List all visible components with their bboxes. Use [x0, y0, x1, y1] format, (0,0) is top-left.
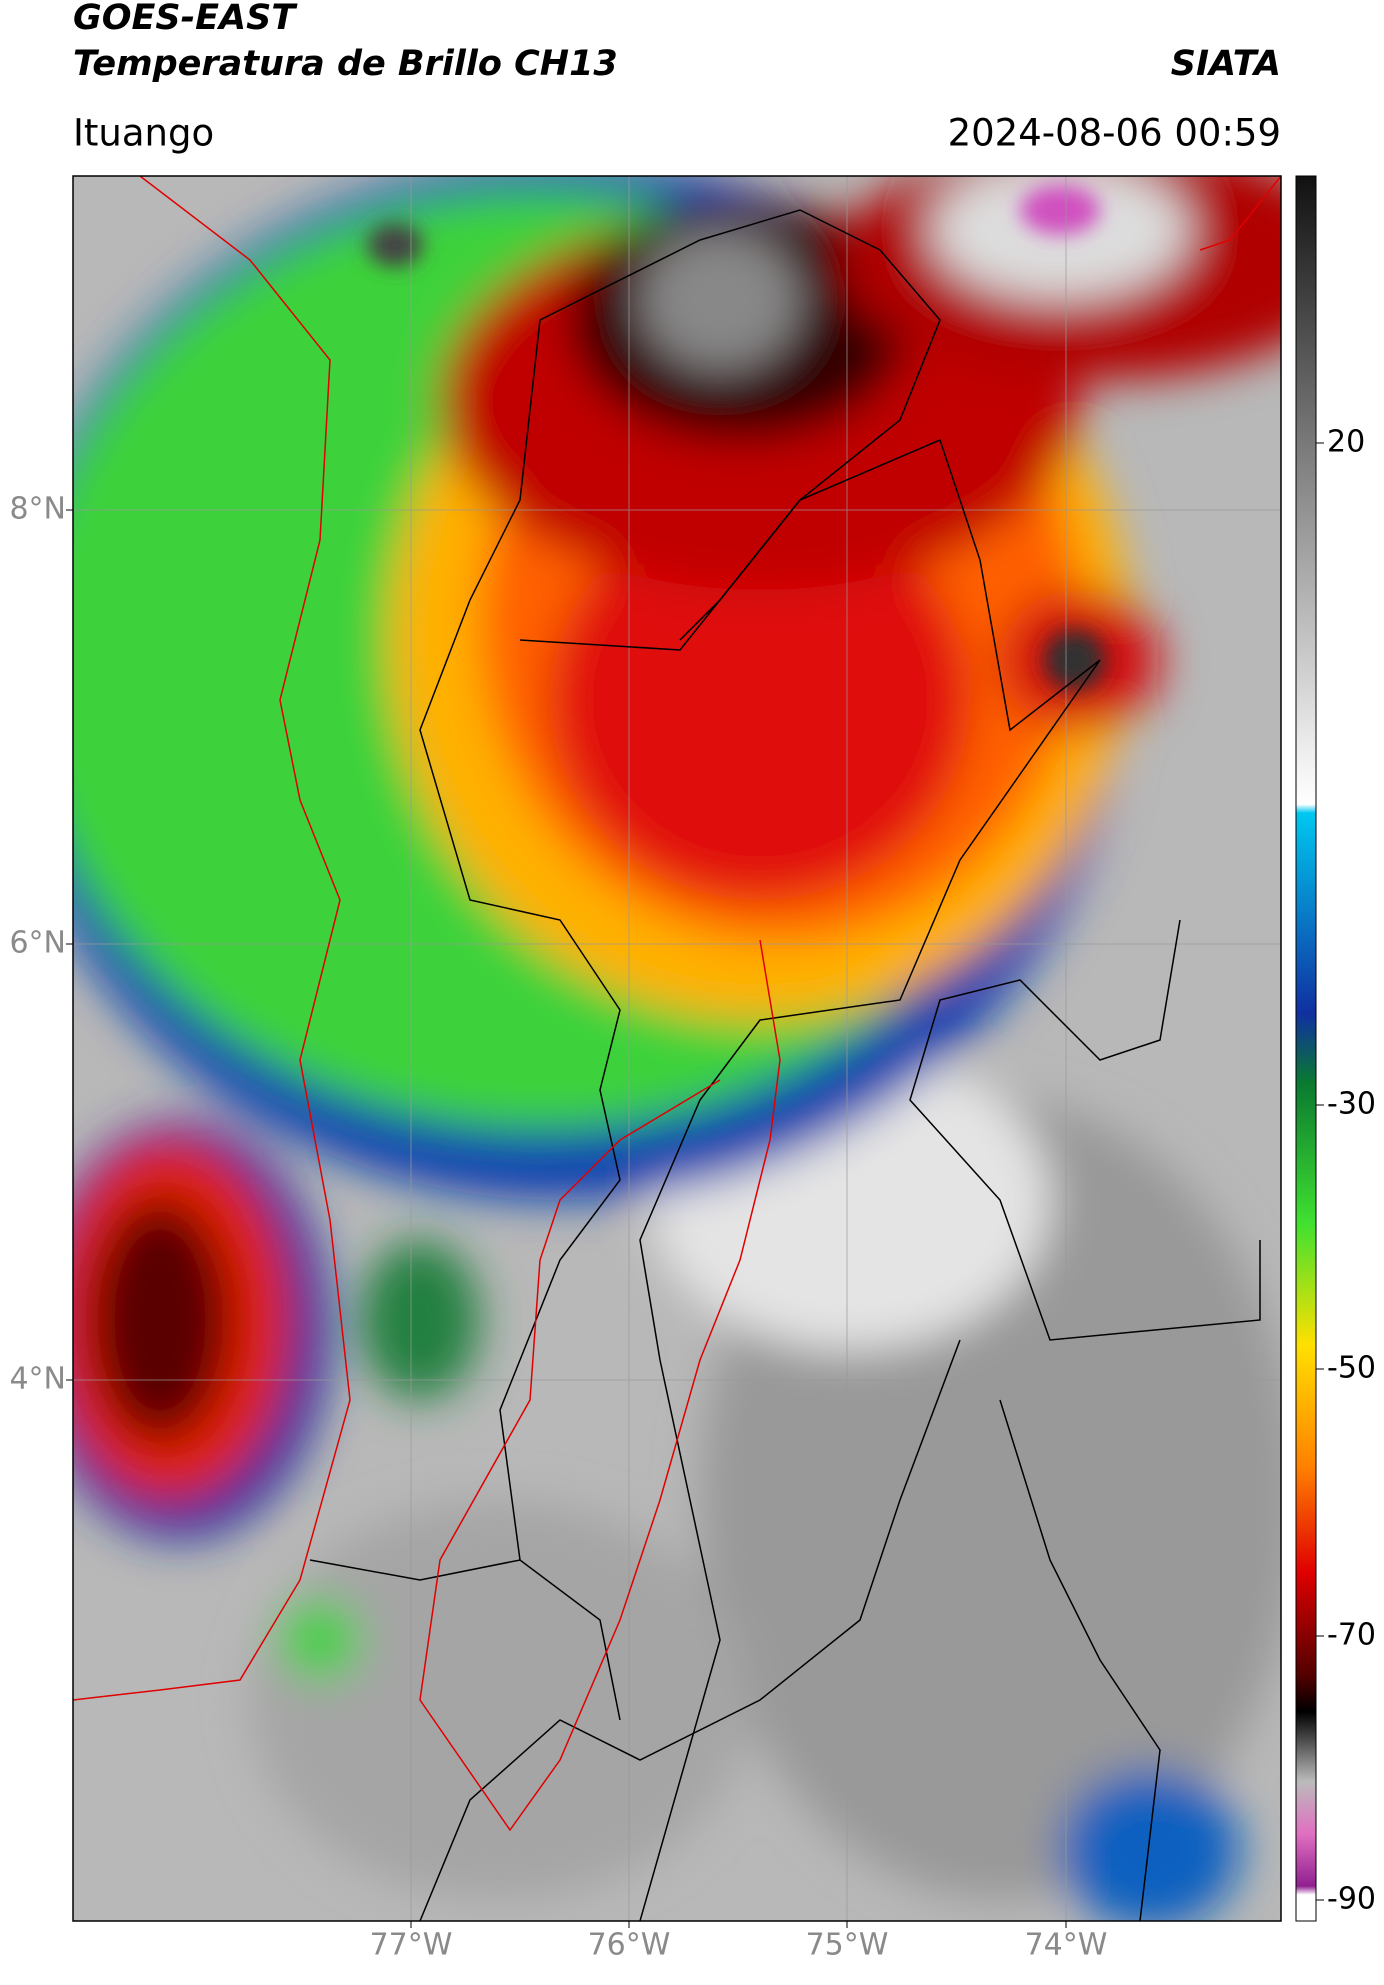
cloud	[280, 1600, 360, 1680]
border	[309, 1559, 621, 1721]
coastline	[73, 176, 1281, 1832]
cloud	[90, 1200, 230, 1440]
cloud	[1045, 630, 1105, 690]
colorbar	[1295, 175, 1317, 1922]
cloud	[550, 500, 970, 900]
cloud	[640, 230, 800, 370]
datetime-label: 2024-08-06 00:59	[948, 112, 1281, 155]
lat-label: 4°N	[9, 1362, 66, 1397]
graticule	[73, 176, 1281, 1921]
product-title: Temperatura de Brillo CH13	[73, 44, 618, 84]
colorbar-tick-label: -50	[1327, 1351, 1376, 1386]
coast	[1199, 176, 1281, 251]
colorbar-tick-label: 20	[1327, 425, 1365, 460]
lat-label: 8°N	[9, 492, 66, 527]
border	[909, 919, 1261, 1341]
colorbar-tick-label: -30	[1327, 1087, 1376, 1122]
colorbar-tick-label: -70	[1327, 1618, 1376, 1653]
border	[519, 438, 1101, 1361]
border	[639, 1359, 721, 1921]
map-frame	[72, 175, 1282, 1922]
border	[999, 1399, 1161, 1921]
satellite-title: GOES-EAST	[73, 0, 298, 38]
border	[419, 1339, 961, 1921]
lon-label: 75°W	[806, 1928, 889, 1963]
lat-label: 6°N	[9, 926, 66, 961]
boundary	[419, 939, 781, 1832]
satellite-image	[73, 176, 1281, 1921]
cloud	[360, 1240, 480, 1400]
lon-label: 77°W	[370, 1928, 453, 1963]
border	[419, 319, 621, 1561]
lon-label: 76°W	[588, 1928, 671, 1963]
cloud	[1020, 185, 1100, 235]
colorbar-tick-label: -90	[1327, 1882, 1376, 1917]
lon-label: 74°W	[1025, 1928, 1108, 1963]
cloud-field	[73, 176, 1281, 1921]
cloud	[930, 176, 1190, 300]
coast	[73, 176, 351, 1701]
axis-labels: 8°N 6°N 4°N 77°W 76°W 75°W 74°W 20 -30 -50 -70 -90	[9, 425, 1376, 1963]
location-label: Ituango	[73, 112, 214, 155]
cloud	[367, 223, 423, 267]
source-label: SIATA	[1171, 44, 1281, 84]
borders	[309, 209, 1261, 1921]
cloud	[1060, 1770, 1240, 1921]
cloud	[250, 1500, 750, 1900]
